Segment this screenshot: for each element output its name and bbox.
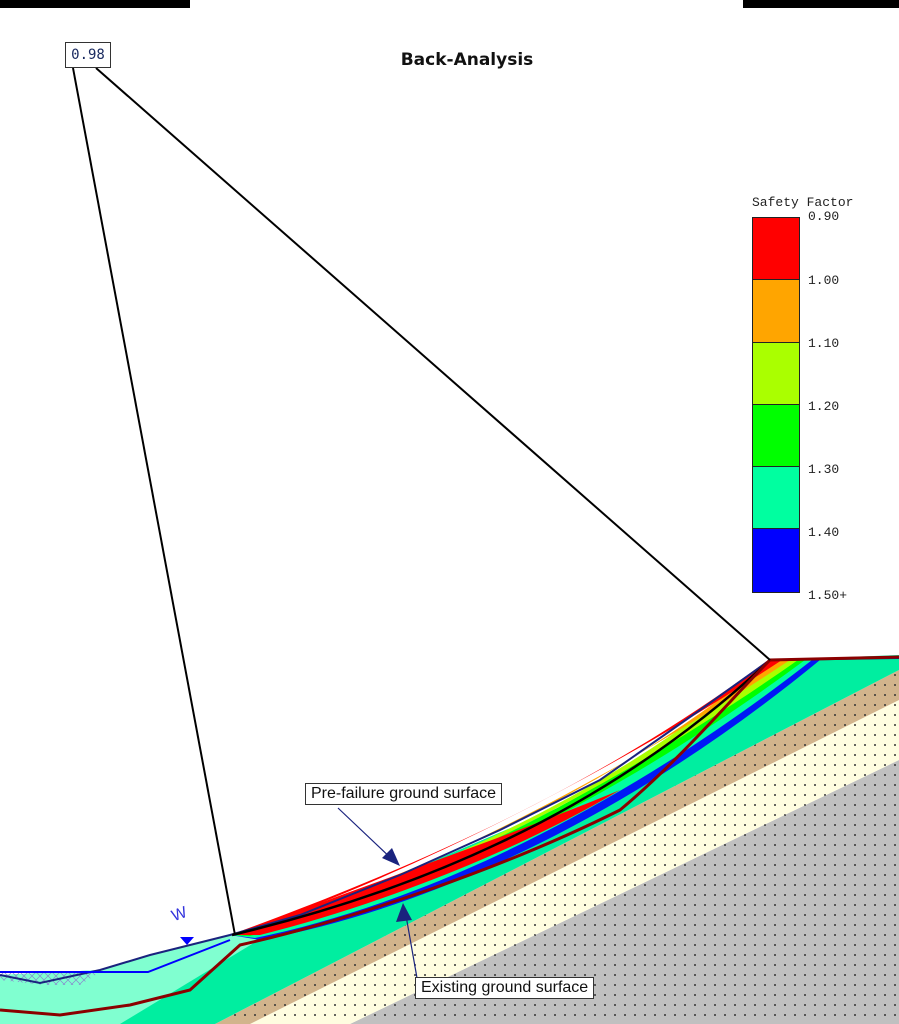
page-title: Back-Analysis — [400, 50, 534, 70]
existing-arrow-icon — [396, 903, 412, 922]
safety-factor-legend: Safety Factor 0.90 1.00 1.10 1.20 1.30 1… — [752, 195, 854, 603]
legend-swatch-red — [753, 218, 799, 281]
legend-label: 1.30 — [808, 462, 840, 477]
water-table — [0, 939, 231, 973]
legend-swatch-orange — [753, 280, 799, 343]
critical-slip-surface — [231, 659, 771, 937]
radius-line-left — [72, 67, 236, 936]
legend-title: Safety Factor — [752, 195, 854, 210]
pre-failure-arrow-icon — [382, 848, 400, 866]
legend-label: 1.50+ — [808, 588, 848, 603]
water-marker-icon — [180, 937, 194, 945]
safety-factor-label: 0.98 — [65, 42, 111, 68]
legend-swatch-cyan — [753, 467, 799, 530]
legend-swatch-yellowgreen — [753, 342, 799, 405]
legend-label: 1.20 — [808, 399, 840, 414]
top-bar-right — [743, 0, 899, 8]
legend-swatch-blue — [753, 529, 799, 592]
top-bar-left — [0, 0, 190, 8]
legend-label: 1.00 — [808, 273, 840, 288]
legend-label: 0.90 — [808, 209, 840, 224]
existing-callout: Existing ground surface — [415, 977, 595, 999]
legend-color-bar — [752, 217, 800, 593]
existing-ground-surface — [0, 655, 899, 1017]
legend-label: 1.40 — [808, 525, 840, 540]
legend-swatch-green — [753, 404, 799, 468]
legend-label: 1.10 — [808, 336, 840, 351]
pre-failure-callout: Pre-failure ground surface — [305, 783, 502, 805]
radius-line-right — [95, 67, 771, 661]
